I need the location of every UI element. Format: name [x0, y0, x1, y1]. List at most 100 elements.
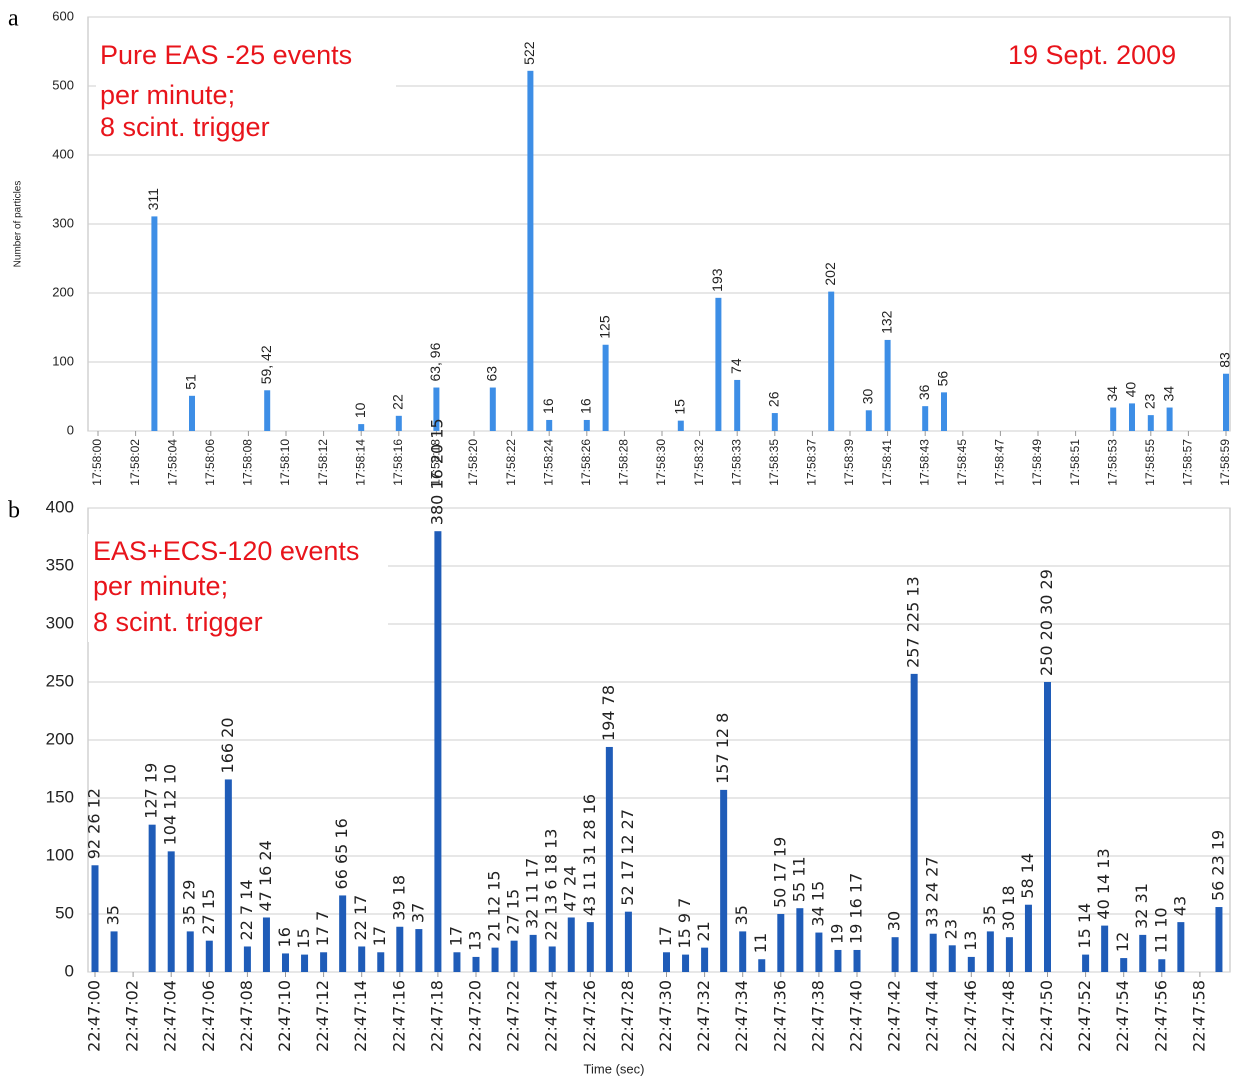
bar — [1223, 373, 1229, 431]
data-label: 202 — [822, 262, 838, 286]
y-tick-label: 500 — [52, 77, 74, 92]
data-label: 35 — [980, 905, 999, 925]
bar — [264, 390, 271, 431]
bar — [967, 956, 975, 972]
bar — [453, 952, 461, 972]
data-label: 12 — [1113, 932, 1132, 952]
data-label: 194 78 — [599, 685, 618, 741]
data-label: 27 15 — [504, 889, 523, 935]
bar — [167, 851, 175, 972]
x-tick-label: 22:47:40 — [847, 980, 866, 1052]
x-tick-label: 22:47:14 — [351, 980, 370, 1052]
data-label: 63, 96 — [427, 342, 443, 381]
bar — [602, 344, 609, 431]
bar — [739, 931, 747, 972]
bar — [358, 424, 365, 431]
x-tick-label: 22:47:10 — [275, 980, 294, 1052]
data-label: 23 — [1142, 393, 1158, 409]
data-label: 66 65 16 — [332, 818, 351, 889]
x-tick-label: 17:58:51 — [1068, 439, 1082, 486]
data-label: 15 9 7 — [675, 898, 694, 949]
data-label: 19 — [827, 924, 846, 944]
y-tick-label: 600 — [52, 8, 74, 23]
annotation: Pure EAS -25 events — [100, 40, 352, 70]
data-label: 34 15 — [808, 881, 827, 927]
bar — [1158, 959, 1166, 972]
data-label: 51 — [183, 374, 199, 390]
bar — [682, 954, 690, 972]
x-tick-label: 17:58:33 — [729, 439, 743, 486]
y-tick-label: 300 — [46, 613, 74, 632]
data-label: 22 — [390, 394, 406, 410]
data-label: 34 — [1104, 386, 1120, 402]
data-label: 522 — [521, 41, 537, 65]
data-label: 15 — [294, 928, 313, 948]
data-label: 10 — [352, 402, 368, 418]
data-label: 40 — [1123, 382, 1139, 398]
bar — [396, 926, 404, 972]
bar — [320, 952, 328, 972]
x-tick-label: 22:47:48 — [999, 980, 1018, 1052]
x-tick-label: 22:47:42 — [885, 980, 904, 1052]
bar — [148, 824, 156, 972]
bar — [828, 291, 835, 431]
x-tick-label: 22:47:36 — [770, 980, 789, 1052]
x-tick-label: 17:58:57 — [1181, 439, 1195, 486]
x-tick-label: 17:58:14 — [353, 439, 367, 486]
data-label: 56 — [935, 371, 951, 387]
data-label: 22 13 6 18 13 — [542, 829, 561, 941]
x-tick-label: 22:47:16 — [389, 980, 408, 1052]
bar — [720, 789, 728, 972]
bar — [677, 420, 684, 431]
x-tick-label: 22:47:30 — [656, 980, 675, 1052]
data-label: 50 17 19 — [770, 837, 789, 908]
data-label: 63 — [484, 366, 500, 382]
x-tick-label: 17:58:47 — [993, 439, 1007, 486]
data-label: 34 — [1160, 386, 1176, 402]
bar — [1120, 958, 1128, 972]
data-label: 55 11 — [789, 856, 808, 902]
x-tick-label: 22:47:32 — [694, 980, 713, 1052]
bar — [701, 947, 709, 972]
bar — [922, 406, 929, 431]
bar — [941, 392, 947, 431]
bar — [527, 70, 534, 431]
data-label: 83 — [1217, 352, 1233, 368]
bar — [1082, 954, 1090, 972]
bar — [715, 297, 722, 431]
data-label: 22 7 14 — [237, 879, 256, 940]
data-label: 16 — [275, 927, 294, 947]
data-label: 40 14 13 — [1094, 848, 1113, 919]
data-label: 32 31 — [1132, 883, 1151, 929]
data-label: 104 12 10 — [161, 764, 180, 845]
y-tick-label: 50 — [55, 903, 74, 922]
bar — [1215, 907, 1223, 972]
bar — [434, 531, 442, 972]
bar — [605, 746, 613, 972]
x-tick-label: 17:58:04 — [165, 439, 179, 486]
bar — [1024, 904, 1032, 972]
bar — [929, 933, 937, 972]
bar — [548, 946, 556, 972]
data-label: 30 18 — [999, 885, 1018, 931]
data-label: 16 — [578, 398, 594, 414]
x-tick-label: 22:47:50 — [1037, 980, 1056, 1052]
x-tick-label: 22:47:56 — [1151, 980, 1170, 1052]
data-label: 250 20 30 29 — [1037, 569, 1056, 676]
bar — [771, 413, 778, 431]
x-tick-label: 22:47:02 — [123, 980, 142, 1052]
annotation: EAS+ECS-120 events — [93, 536, 359, 566]
data-label: 15 14 — [1075, 903, 1094, 949]
bar — [834, 949, 842, 972]
x-tick-label: 22:47:54 — [1113, 980, 1132, 1052]
bar — [395, 415, 402, 431]
data-label: 58 14 — [1018, 853, 1037, 899]
data-label: 22 17 — [351, 895, 370, 941]
y-tick-label: 100 — [46, 845, 74, 864]
bar — [91, 865, 99, 972]
data-label: 30 — [860, 389, 876, 405]
data-label: 19 16 17 — [847, 873, 866, 944]
x-tick-label: 17:58:59 — [1218, 439, 1232, 486]
x-tick-label: 17:58:28 — [617, 439, 631, 486]
y-tick-label: 200 — [46, 729, 74, 748]
